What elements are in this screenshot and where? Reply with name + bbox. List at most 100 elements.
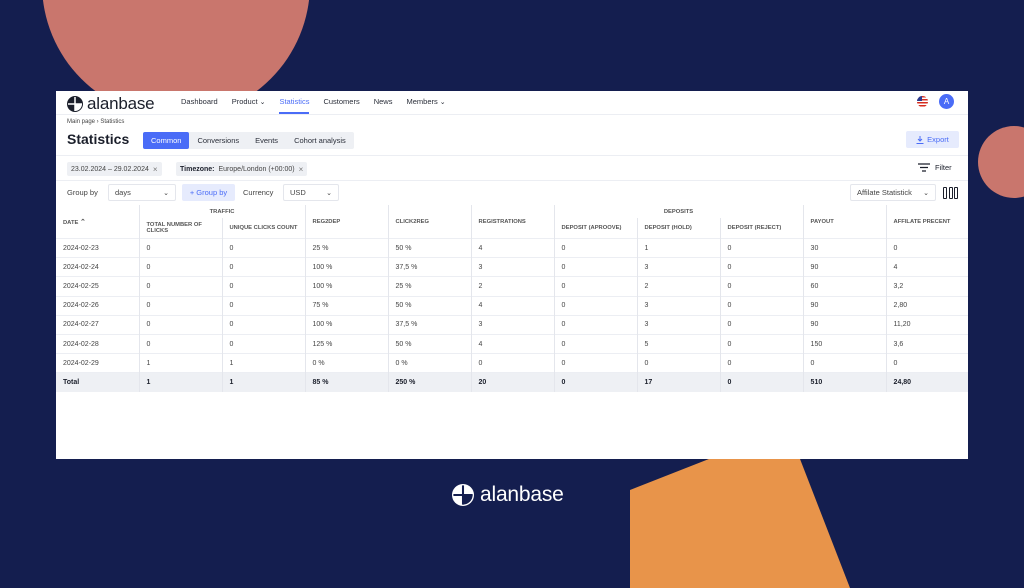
col-deposit-reject[interactable]: DEPOSIT (REJECT) bbox=[719, 218, 804, 239]
table-cell: 1 bbox=[138, 372, 222, 392]
col-date[interactable]: DATE ⌃ bbox=[56, 205, 139, 239]
table-cell: 11,20 bbox=[885, 314, 969, 335]
table-cell: 0 bbox=[719, 333, 804, 354]
add-group-by-button[interactable]: + Group by bbox=[182, 184, 235, 201]
table-row: 2024-02-24 0 0 100 % 37,5 % 3 0 3 0 90 4 bbox=[56, 257, 969, 277]
statistics-table: DATE ⌃ TRAFFIC REG2DEP CLICK2REG REGISTR… bbox=[56, 205, 969, 392]
timezone-chip[interactable]: Timezone: Europe/London (+00:00) × bbox=[176, 162, 308, 176]
table-cell: 2024-02-26 bbox=[56, 295, 139, 316]
table-cell: 1 bbox=[138, 353, 222, 373]
col-affiliate-percent[interactable]: AFFILATE PRECENT bbox=[885, 205, 969, 239]
filter-button[interactable]: Filter bbox=[918, 163, 952, 172]
table-cell: 0 bbox=[138, 295, 222, 316]
table-cell: 0 % bbox=[304, 353, 389, 373]
table-cell: 0 bbox=[221, 333, 306, 354]
table-cell: 0 bbox=[138, 314, 222, 335]
table-cell: 0 bbox=[553, 372, 638, 392]
close-icon[interactable]: × bbox=[152, 164, 158, 174]
table-cell: 0 bbox=[553, 237, 638, 258]
alanbase-logo-icon bbox=[452, 484, 474, 506]
nav-label: Customers bbox=[323, 97, 360, 106]
col-deposit-approve[interactable]: DEPOSIT (APROOVE) bbox=[553, 218, 638, 239]
nav-members[interactable]: Members ⌄ bbox=[406, 97, 445, 106]
table-cell: 0 bbox=[221, 295, 306, 316]
table-cell: 0 bbox=[636, 353, 721, 373]
close-icon[interactable]: × bbox=[298, 164, 304, 174]
table-cell: 25 % bbox=[304, 237, 389, 258]
table-cell: 125 % bbox=[304, 333, 389, 354]
table-cell: 25 % bbox=[387, 276, 472, 297]
table-cell: 2024-02-24 bbox=[56, 257, 139, 277]
table-cell: 2 bbox=[470, 276, 555, 297]
table-cell: 3 bbox=[470, 257, 555, 277]
table-cell: 60 bbox=[802, 276, 887, 297]
breadcrumb[interactable]: Main page › Statistics bbox=[67, 119, 125, 125]
table-cell: 0 bbox=[470, 353, 555, 373]
table-row: 2024-02-23 0 0 25 % 50 % 4 0 1 0 30 0 bbox=[56, 237, 969, 258]
table-cell: 0 bbox=[138, 257, 222, 277]
col-click2reg[interactable]: CLICK2REG bbox=[387, 205, 472, 239]
tab-events[interactable]: Events bbox=[255, 136, 279, 145]
nav-news[interactable]: News bbox=[374, 97, 393, 106]
table-cell: 3 bbox=[636, 257, 721, 277]
col-reg2dep[interactable]: REG2DEP bbox=[304, 205, 389, 239]
export-label: Export bbox=[927, 135, 949, 144]
nav-customers[interactable]: Customers bbox=[323, 97, 359, 106]
table-cell: 0 bbox=[221, 257, 306, 277]
col-total-clicks[interactable]: TOTAL NUMBER OF CLICKS bbox=[138, 218, 222, 239]
table-cell: 0 bbox=[221, 276, 306, 297]
group-traffic: TRAFFIC bbox=[138, 205, 306, 218]
col-payout[interactable]: PAYOUT bbox=[802, 205, 887, 239]
table-cell: 50 % bbox=[387, 333, 472, 354]
divider bbox=[56, 114, 968, 115]
table-cell: 0 bbox=[221, 314, 306, 335]
table-cell: 0 bbox=[553, 353, 638, 373]
us-flag-icon[interactable] bbox=[917, 96, 928, 107]
statistick-select[interactable]: Affilate Statistick ⌄ bbox=[850, 184, 936, 201]
table-cell: 4 bbox=[470, 333, 555, 354]
table-cell: 3 bbox=[636, 295, 721, 316]
tab-conversions[interactable]: Conversions bbox=[197, 136, 240, 145]
table-row: 2024-02-27 0 0 100 % 37,5 % 3 0 3 0 90 11,20 bbox=[56, 314, 969, 335]
nav-statistics[interactable]: Statistics bbox=[279, 97, 310, 114]
logo-text: alanbase bbox=[87, 94, 155, 113]
page-title: Statistics bbox=[67, 131, 130, 147]
currency-label: Currency bbox=[243, 188, 274, 197]
table-cell: 3,2 bbox=[885, 276, 969, 297]
table-cell: 2024-02-28 bbox=[56, 333, 139, 354]
nav-dashboard[interactable]: Dashboard bbox=[181, 97, 218, 106]
sort-up-icon[interactable]: ⌃ bbox=[79, 218, 86, 226]
tab-common[interactable]: Common bbox=[143, 132, 190, 149]
top-navigation: alanbase Dashboard Product ⌄ Statistics C… bbox=[56, 91, 968, 114]
tab-cohort-analysis[interactable]: Cohort analysis bbox=[294, 136, 346, 145]
footer-logo: alanbase bbox=[452, 483, 564, 507]
table-cell: 1 bbox=[221, 372, 306, 392]
app-window: alanbase Dashboard Product ⌄ Statistics C… bbox=[56, 91, 969, 459]
col-unique-clicks[interactable]: UNIQUE CLICKS COUNT bbox=[221, 218, 306, 239]
nav-product[interactable]: Product ⌄ bbox=[232, 97, 266, 106]
alanbase-logo-icon bbox=[67, 96, 83, 112]
chevron-down-icon: ⌄ bbox=[259, 98, 266, 106]
date-range-chip[interactable]: 23.02.2024 – 29.02.2024 × bbox=[67, 162, 162, 176]
table-cell: 0 bbox=[719, 237, 804, 258]
currency-select[interactable]: USD ⌄ bbox=[283, 184, 339, 201]
col-registrations[interactable]: REGISTRATIONS bbox=[470, 205, 555, 239]
avatar[interactable]: A bbox=[939, 94, 954, 109]
timezone-label: Timezone: bbox=[180, 165, 215, 173]
table-cell: 3 bbox=[470, 314, 555, 335]
table-cell: 0 bbox=[719, 314, 804, 335]
table-cell: 4 bbox=[470, 237, 555, 258]
export-button[interactable]: Export bbox=[906, 131, 959, 148]
table-cell: 100 % bbox=[304, 314, 389, 335]
filter-label: Filter bbox=[935, 163, 952, 172]
logo[interactable]: alanbase bbox=[67, 94, 155, 114]
nav-label: Product bbox=[231, 97, 258, 106]
table-cell: 2024-02-23 bbox=[56, 237, 139, 258]
table-cell: 90 bbox=[802, 257, 887, 277]
group-by-select[interactable]: days ⌄ bbox=[108, 184, 176, 201]
download-icon bbox=[916, 135, 924, 144]
table-cell: 0 bbox=[885, 353, 969, 373]
col-deposit-hold[interactable]: DEPOSIT (HOLD) bbox=[636, 218, 721, 239]
table-cell: 20 bbox=[470, 372, 555, 392]
columns-icon[interactable] bbox=[943, 187, 958, 199]
